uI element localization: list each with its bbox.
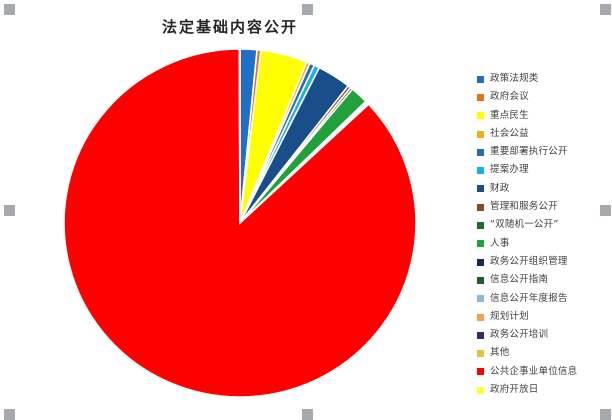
pie-svg[interactable] bbox=[64, 48, 416, 398]
legend-item-label: 政府会议 bbox=[490, 91, 529, 103]
legend-item[interactable]: 政府开放日 bbox=[477, 381, 612, 399]
resize-handle[interactable] bbox=[600, 205, 611, 216]
legend-swatch-icon bbox=[477, 350, 484, 358]
legend-swatch-icon bbox=[477, 258, 484, 266]
legend-swatch-icon bbox=[477, 313, 484, 321]
legend-item-label: 政策法规类 bbox=[490, 73, 539, 84]
legend-item[interactable]: 重要部署执行公开 bbox=[477, 143, 612, 161]
legend-item[interactable]: 社会公益 bbox=[477, 125, 612, 143]
legend-item[interactable]: 政务公开组织管理 bbox=[477, 253, 612, 271]
legend-swatch-icon bbox=[477, 148, 484, 156]
legend-swatch-icon bbox=[477, 203, 484, 211]
legend-swatch-icon bbox=[477, 276, 484, 284]
legend-item[interactable]: 财政 bbox=[477, 180, 612, 198]
legend-item-label: 政务公开组织管理 bbox=[490, 255, 568, 267]
legend-item[interactable]: 规划计划 bbox=[477, 308, 612, 326]
legend-item-label: “双随机一公开” bbox=[490, 219, 559, 231]
legend-item[interactable]: 信息公开指南 bbox=[477, 271, 612, 289]
legend-item-label: 财政 bbox=[490, 182, 510, 194]
legend-item[interactable]: 其他 bbox=[477, 344, 612, 362]
pie-slice[interactable] bbox=[238, 48, 241, 224]
legend-swatch-icon bbox=[477, 112, 484, 120]
legend-item-label: 重点民生 bbox=[490, 109, 529, 121]
legend-swatch-icon bbox=[477, 93, 484, 101]
legend-item-label: 重要部署执行公开 bbox=[490, 146, 568, 158]
legend-item[interactable]: 重点民生 bbox=[477, 107, 612, 125]
legend-item-label: 人事 bbox=[490, 237, 510, 249]
legend-swatch-icon bbox=[477, 130, 484, 138]
legend-item[interactable]: 政府会议 bbox=[477, 88, 612, 106]
legend-item[interactable]: 管理和服务公开 bbox=[477, 198, 612, 216]
legend-item[interactable]: 信息公开年度报告 bbox=[477, 290, 612, 308]
chart-legend[interactable]: 政策法规类政府会议重点民生社会公益重要部署执行公开 提案办理财政管理和服务公开 “双… bbox=[477, 70, 612, 399]
resize-handle[interactable] bbox=[4, 4, 15, 15]
legend-item[interactable]: 政务公开培训 bbox=[477, 326, 612, 344]
legend-swatch-icon bbox=[477, 167, 484, 175]
pie-plot-area[interactable] bbox=[64, 48, 416, 398]
resize-handle[interactable] bbox=[4, 409, 15, 420]
legend-swatch-icon bbox=[477, 185, 484, 193]
legend-item[interactable]: 公共企事业单位信息 bbox=[477, 363, 612, 381]
legend-item[interactable]: 提案办理 bbox=[477, 161, 612, 179]
legend-item-label: 政府开放日 bbox=[490, 384, 539, 396]
pie-slice-group[interactable] bbox=[64, 48, 416, 398]
legend-item-label: 信息公开指南 bbox=[490, 274, 549, 286]
legend-swatch-icon bbox=[477, 240, 484, 248]
legend-item[interactable]: “双随机一公开” bbox=[477, 216, 612, 234]
resize-handle[interactable] bbox=[600, 409, 611, 420]
legend-item-label: 公共企事业单位信息 bbox=[490, 365, 578, 377]
resize-handle[interactable] bbox=[302, 409, 313, 420]
legend-swatch-icon bbox=[477, 222, 484, 230]
chart-title: 法定基础内容公开 bbox=[161, 20, 298, 36]
legend-item[interactable]: 人事 bbox=[477, 235, 612, 253]
legend-swatch-icon bbox=[477, 75, 484, 83]
resize-handle[interactable] bbox=[302, 4, 313, 15]
legend-swatch-icon bbox=[477, 331, 484, 339]
resize-handle[interactable] bbox=[4, 205, 15, 216]
legend-item-label: 管理和服务公开 bbox=[490, 201, 558, 213]
legend-item[interactable]: 政策法规类 bbox=[477, 70, 612, 88]
legend-item-label: 政务公开培训 bbox=[490, 329, 549, 341]
legend-item-label: 提案办理 bbox=[490, 164, 529, 176]
legend-swatch-icon bbox=[477, 295, 484, 303]
legend-item-label: 其他 bbox=[490, 347, 510, 359]
legend-item-label: 社会公益 bbox=[490, 127, 529, 139]
legend-swatch-icon bbox=[477, 386, 484, 394]
legend-item-label: 信息公开年度报告 bbox=[490, 292, 568, 304]
legend-swatch-icon bbox=[477, 368, 484, 376]
resize-handle[interactable] bbox=[600, 4, 611, 15]
legend-item-label: 规划计划 bbox=[490, 310, 529, 322]
